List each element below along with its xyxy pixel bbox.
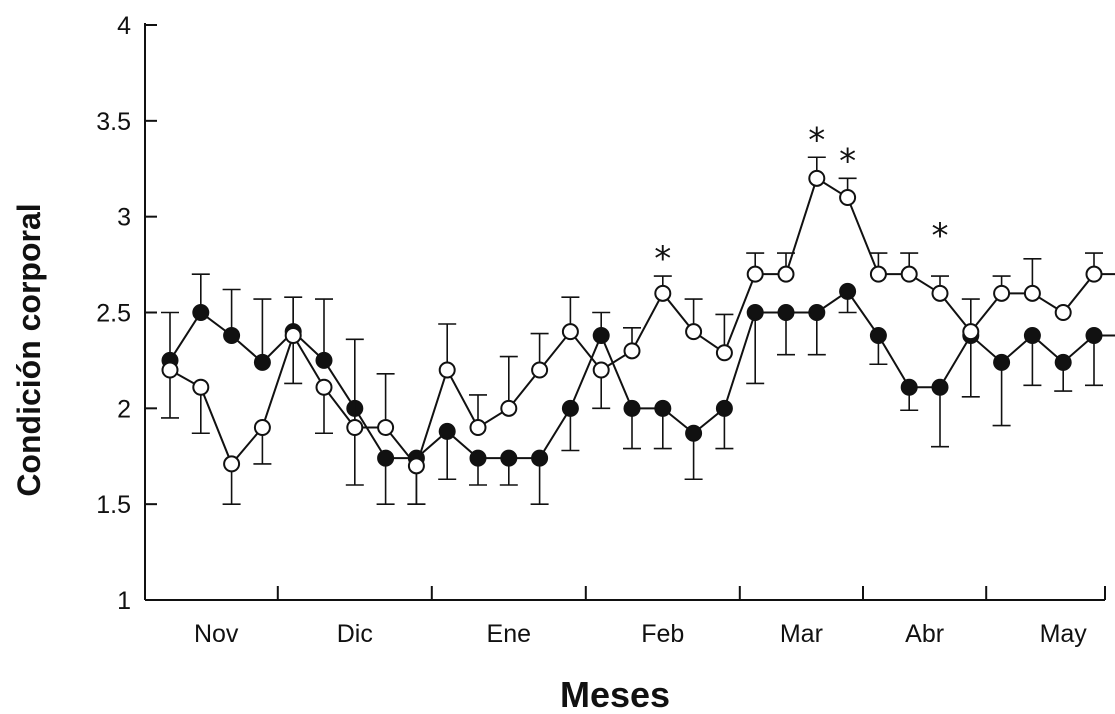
data-point bbox=[715, 399, 733, 417]
y-axis-ticks: 1 1.5 2 2.5 3 3.5 4 bbox=[96, 12, 157, 615]
data-point bbox=[869, 265, 887, 283]
data-point bbox=[407, 457, 425, 475]
data-point bbox=[315, 351, 333, 369]
data-point bbox=[746, 304, 764, 321]
significance-marker: * bbox=[839, 141, 856, 181]
data-point bbox=[223, 327, 241, 344]
data-point bbox=[592, 361, 610, 379]
data-point bbox=[438, 361, 456, 379]
data-point bbox=[623, 342, 641, 360]
series-line bbox=[169, 290, 1115, 460]
series-line bbox=[169, 176, 1115, 468]
data-point bbox=[500, 399, 518, 417]
series-filled-circle bbox=[161, 273, 1115, 505]
series-open-circle bbox=[161, 156, 1115, 505]
data-point bbox=[746, 265, 764, 283]
significance-marker: * bbox=[932, 216, 949, 256]
x-tick-label: Ene bbox=[487, 620, 531, 648]
y-tick-label: 2 bbox=[117, 395, 131, 423]
data-point bbox=[1054, 353, 1072, 371]
x-axis-label: Meses bbox=[560, 674, 670, 714]
y-tick-label: 1 bbox=[117, 587, 131, 615]
x-tick-label: Dic bbox=[337, 620, 373, 648]
data-point bbox=[1085, 265, 1103, 283]
data-point bbox=[839, 282, 857, 300]
data-point bbox=[931, 378, 949, 396]
annotations: * * * * bbox=[654, 120, 948, 279]
data-point bbox=[654, 284, 672, 302]
y-axis-label: Condición corporal bbox=[11, 203, 47, 496]
y-tick-label: 4 bbox=[117, 12, 131, 40]
y-tick-label: 1.5 bbox=[96, 491, 131, 519]
data-point bbox=[962, 323, 980, 341]
data-point bbox=[777, 265, 795, 283]
data-point bbox=[900, 265, 918, 283]
data-point bbox=[223, 455, 241, 473]
y-tick-label: 3 bbox=[117, 204, 131, 232]
x-tick-label: Abr bbox=[905, 620, 944, 648]
data-point bbox=[284, 327, 302, 344]
data-point bbox=[315, 378, 333, 396]
data-point bbox=[900, 378, 918, 396]
series-layer bbox=[161, 156, 1115, 505]
data-point bbox=[685, 424, 703, 442]
data-point bbox=[623, 399, 641, 417]
data-point bbox=[500, 449, 518, 467]
significance-marker: * bbox=[808, 120, 825, 160]
data-point bbox=[654, 399, 672, 417]
data-point bbox=[931, 284, 949, 302]
data-point bbox=[192, 304, 210, 321]
data-point bbox=[561, 399, 579, 417]
significance-marker: * bbox=[654, 239, 671, 279]
data-point bbox=[685, 323, 703, 341]
data-point bbox=[346, 419, 364, 436]
data-point bbox=[1054, 304, 1072, 321]
data-point bbox=[993, 284, 1011, 302]
data-point bbox=[192, 378, 210, 396]
data-point bbox=[1023, 327, 1041, 344]
data-point bbox=[253, 353, 271, 371]
data-point bbox=[808, 304, 826, 321]
x-tick-label: Nov bbox=[194, 620, 239, 648]
x-tick-label: Feb bbox=[641, 620, 684, 648]
data-point bbox=[377, 419, 395, 436]
data-point bbox=[1023, 284, 1041, 302]
data-point bbox=[869, 327, 887, 344]
data-point bbox=[715, 344, 733, 362]
data-point bbox=[161, 361, 179, 379]
data-point bbox=[808, 169, 826, 187]
data-point bbox=[438, 422, 456, 440]
data-point bbox=[469, 419, 487, 436]
data-point bbox=[531, 361, 549, 379]
data-point bbox=[592, 327, 610, 344]
x-tick-label: Mar bbox=[780, 620, 823, 648]
y-tick-label: 2.5 bbox=[96, 300, 131, 328]
data-point bbox=[561, 323, 579, 341]
data-point bbox=[777, 304, 795, 321]
data-point bbox=[531, 449, 549, 467]
x-axis-ticks: Nov Dic Ene Feb Mar Abr May bbox=[194, 586, 1106, 648]
data-point bbox=[839, 189, 857, 206]
x-tick-label: May bbox=[1040, 620, 1088, 648]
data-point bbox=[993, 353, 1011, 371]
data-point bbox=[1085, 327, 1103, 344]
data-point bbox=[377, 449, 395, 467]
data-point bbox=[469, 449, 487, 467]
data-point bbox=[253, 419, 271, 436]
y-tick-label: 3.5 bbox=[96, 108, 131, 136]
axes bbox=[144, 23, 1105, 601]
